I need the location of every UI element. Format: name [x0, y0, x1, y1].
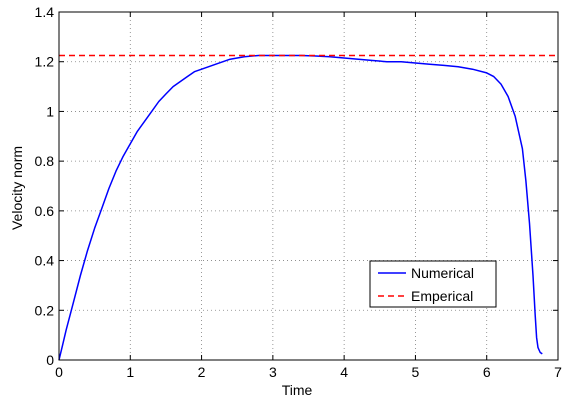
legend-emperical-label: Emperical — [411, 288, 473, 304]
x-tick-label: 7 — [554, 364, 562, 380]
x-tick-label: 0 — [55, 364, 63, 380]
y-tick-labels: 0 0.2 0.4 0.6 0.8 1 1.2 1.4 — [35, 4, 55, 368]
y-tick-label: 0.2 — [35, 302, 55, 318]
legend-numerical-label: Numerical — [411, 265, 474, 281]
plot-frame — [58, 11, 559, 361]
legend: Numerical Emperical — [369, 260, 497, 308]
x-tick-label: 1 — [126, 364, 134, 380]
y-tick-label: 0.6 — [35, 203, 55, 219]
x-tick-label: 2 — [198, 364, 206, 380]
series-line-numerical — [58, 54, 543, 361]
y-tick-label: 1 — [46, 103, 54, 119]
x-axis-label: Time — [282, 382, 313, 398]
legend-box — [369, 260, 497, 308]
x-tick-label: 3 — [269, 364, 277, 380]
x-tick-label: 6 — [483, 364, 491, 380]
y-tick-label: 0.4 — [35, 253, 55, 269]
axis-ticks — [58, 11, 559, 361]
series-layer — [58, 54, 558, 361]
x-tick-label: 5 — [412, 364, 420, 380]
y-tick-label: 0.8 — [35, 153, 55, 169]
y-tick-label: 0 — [46, 352, 54, 368]
y-axis-label: Velocity norm — [9, 146, 25, 230]
x-tick-label: 4 — [340, 364, 348, 380]
y-tick-label: 1.2 — [35, 54, 55, 70]
x-tick-labels: 0 1 2 3 4 5 6 7 — [55, 364, 562, 380]
plot-background — [59, 12, 558, 360]
y-tick-label: 1.4 — [35, 4, 55, 20]
